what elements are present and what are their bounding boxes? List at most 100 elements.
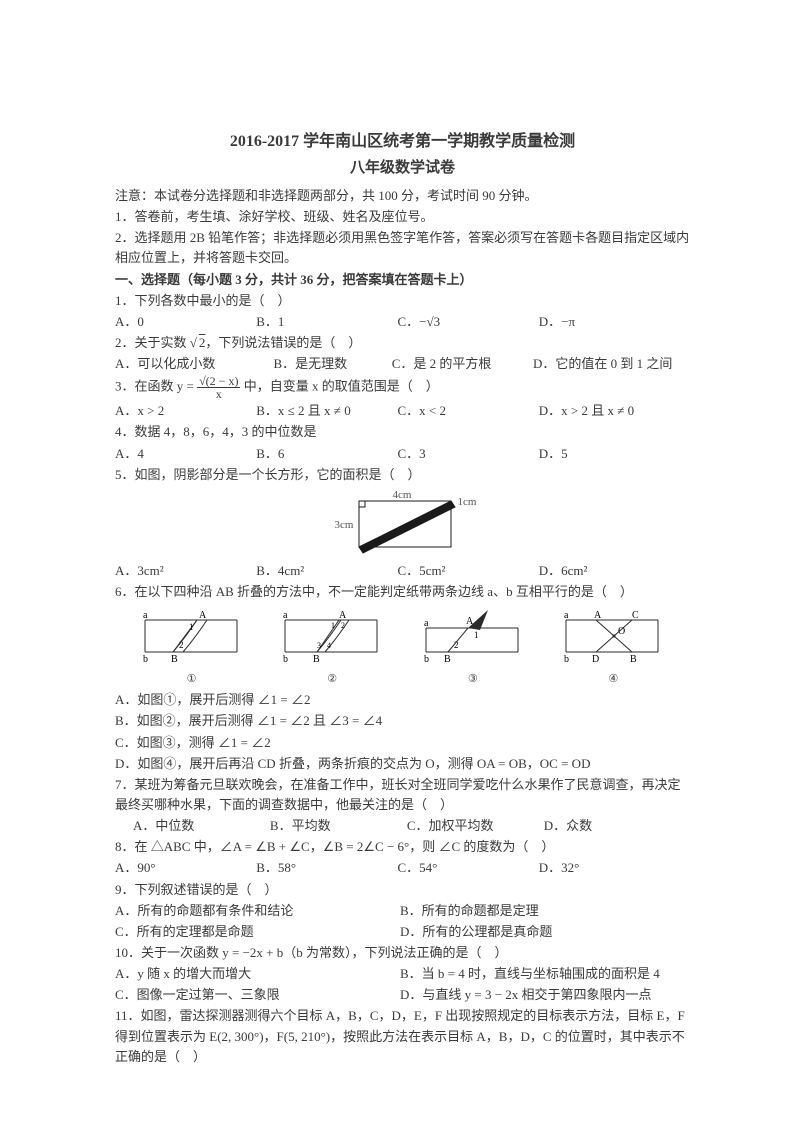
q1-stem: 1．下列各数中最小的是（ ） (115, 291, 690, 311)
note-line: 1．答卷前，考生填、涂好学校、班级、姓名及座位号。 (115, 207, 690, 227)
svg-text:a: a (564, 610, 569, 621)
q3-fraction: √(2 − x) x (197, 375, 240, 400)
q7-stem: 7．某班为筹备元旦联欢晚会，在准备工作中，班长对全班同学爱吃什么水果作了民意调查… (115, 775, 690, 815)
q3-opt-b: B．x ≤ 2 且 x ≠ 0 (256, 401, 394, 421)
q5-opt-b: B．4cm² (256, 561, 394, 581)
q3-opt-a: A．x > 2 (115, 401, 253, 421)
svg-text:B: B (171, 654, 178, 665)
svg-text:1: 1 (474, 630, 479, 640)
svg-text:A: A (339, 610, 347, 621)
svg-text:b: b (143, 654, 148, 665)
q5-figure: 4cm 1cm 3cm (323, 489, 483, 559)
q1-opt-b: B．1 (256, 312, 394, 332)
q6-fig-label-3: ③ (406, 671, 539, 688)
q2-options: A．可以化成小数 B．是无理数 C．是 2 的平方根 D．它的值在 0 到 1 … (115, 354, 690, 374)
q9-opt-b: B．所有的命题都是定理 (400, 901, 682, 921)
q4-opt-d: D．5 (539, 444, 677, 464)
q11-stem: 11．如图，雷达探测器测得六个目标 A，B，C，D，E，F 出现按照规定的目标表… (115, 1006, 690, 1066)
q6-opt-c: C．如图③，测得 ∠1 = ∠2 (115, 733, 690, 753)
exam-page: 2016-2017 学年南山区统考第一学期教学质量检测 八年级数学试卷 注意：本… (0, 0, 800, 1108)
q7-options: A．中位数 B．平均数 C．加权平均数 D．众数 (133, 816, 690, 836)
q2-stem-a: 2．关于实数 (115, 335, 190, 350)
q3-opt-c: C．x < 2 (398, 401, 536, 421)
svg-text:a: a (424, 618, 429, 629)
q10-options-row1: A．y 随 x 的增大而增大 B．当 b = 4 时，直线与坐标轴围成的面积是 … (115, 964, 690, 984)
q6-opt-b: B．如图②，展开后测得 ∠1 = ∠2 且 ∠3 = ∠4 (115, 711, 690, 731)
q6-stem: 6．在以下四种沿 AB 折叠的方法中，不一定能判定纸带两条边线 a、b 互相平行… (115, 582, 690, 602)
svg-text:1: 1 (189, 622, 194, 632)
q8-opt-d: D．32° (539, 858, 677, 878)
q5-opt-c: C．5cm² (398, 561, 536, 581)
q8-stem: 8．在 △ABC 中，∠A = ∠B + ∠C，∠B = 2∠C − 6°，则 … (115, 837, 690, 857)
q8-opt-b: B．58° (256, 858, 394, 878)
q6-fig-2: a A b B 12 34 ② (266, 608, 399, 688)
svg-text:C: C (632, 610, 639, 621)
svg-text:2: 2 (454, 640, 459, 650)
q9-opt-d: D．所有的公理都是真命题 (400, 922, 682, 942)
q10-opt-d: D．与直线 y = 3 − 2x 相交于第四象限内一点 (400, 985, 682, 1005)
q6-opt-a: A．如图①，展开后测得 ∠1 = ∠2 (115, 690, 690, 710)
q10-options-row2: C．图像一定过第一、三象限 D．与直线 y = 3 − 2x 相交于第四象限内一… (115, 985, 690, 1005)
svg-text:b: b (424, 654, 429, 665)
svg-text:D: D (592, 654, 599, 665)
q6-opt-d: D．如图④，展开后再沿 CD 折叠，两条折痕的交点为 O，测得 OA = OB，… (115, 754, 690, 774)
q9-opt-a: A．所有的命题都有条件和结论 (115, 901, 397, 921)
svg-text:A: A (466, 616, 474, 627)
svg-text:b: b (564, 654, 569, 665)
q3-options: A．x > 2 B．x ≤ 2 且 x ≠ 0 C．x < 2 D．x > 2 … (115, 401, 690, 421)
q10-opt-a: A．y 随 x 的增大而增大 (115, 964, 397, 984)
q8-opt-a: A．90° (115, 858, 253, 878)
q4-opt-c: C．3 (398, 444, 536, 464)
q3-frac-den: x (197, 388, 240, 400)
q3-stem-a: 3．在函数 y = (115, 379, 197, 394)
q2-opt-b: B．是无理数 (274, 354, 389, 374)
svg-text:2: 2 (341, 621, 345, 630)
q9-options-row1: A．所有的命题都有条件和结论 B．所有的命题都是定理 (115, 901, 690, 921)
q2-stem-b: ，下列说法错误的是（ ） (205, 335, 361, 350)
svg-text:B: B (630, 654, 637, 665)
q10-opt-b: B．当 b = 4 时，直线与坐标轴围成的面积是 4 (400, 964, 682, 984)
q6-fig-1: a A b B 1 2 ① (125, 608, 258, 688)
q5-label-right: 1cm (458, 494, 477, 511)
q10-stem: 10．关于一次函数 y = −2x + b（b 为常数），下列说法正确的是（ ） (115, 943, 690, 963)
q6-fig-4: a A C b D B O ④ (547, 608, 680, 688)
q2-opt-d: D．它的值在 0 到 1 之间 (533, 354, 688, 374)
q3-stem-b: 中，自变量 x 的取值范围是（ ） (244, 379, 439, 394)
q5-label-top: 4cm (393, 487, 412, 504)
q4-opt-b: B．6 (256, 444, 394, 464)
svg-text:B: B (444, 654, 451, 665)
q1-opt-d: D．−π (539, 312, 677, 332)
svg-text:A: A (594, 610, 602, 621)
q10-opt-c: C．图像一定过第一、三象限 (115, 985, 397, 1005)
q6-figures: a A b B 1 2 ① a A b B 12 34 (115, 608, 690, 688)
q4-options: A．4 B．6 C．3 D．5 (115, 444, 690, 464)
svg-text:2: 2 (179, 640, 184, 650)
svg-text:B: B (313, 654, 320, 665)
q1-opt-a: A．0 (115, 312, 253, 332)
q5-options: A．3cm² B．4cm² C．5cm² D．6cm² (115, 561, 690, 581)
q4-opt-a: A．4 (115, 444, 253, 464)
note-line: 2．选择题用 2B 铅笔作答；非选择题必须用黑色签字笔作答，答案必须写在答题卡各… (115, 228, 690, 268)
q5-stem: 5．如图，阴影部分是一个长方形，它的面积是（ ） (115, 465, 690, 485)
svg-text:4: 4 (327, 641, 331, 650)
page-subtitle: 八年级数学试卷 (115, 157, 690, 180)
svg-text:1: 1 (331, 621, 335, 630)
note-line: 注意：本试卷分选择题和非选择题两部分，共 100 分，考试时间 90 分钟。 (115, 186, 690, 206)
q1-options: A．0 B．1 C．−√3 D．−π (115, 312, 690, 332)
q7-opt-c: C．加权平均数 (407, 816, 541, 836)
svg-text:a: a (283, 610, 288, 621)
q9-options-row2: C．所有的定理都是命题 D．所有的公理都是真命题 (115, 922, 690, 942)
q6-fig-label-2: ② (266, 671, 399, 688)
q3-stem: 3．在函数 y = √(2 − x) x 中，自变量 x 的取值范围是（ ） (115, 375, 690, 400)
q7-opt-d: D．众数 (544, 816, 678, 836)
q3-opt-d: D．x > 2 且 x ≠ 0 (539, 401, 677, 421)
q5-label-left: 3cm (335, 517, 354, 534)
section-heading: 一、选择题（每小题 3 分，共计 36 分，把答案填在答题卡上） (115, 270, 690, 290)
svg-text:b: b (283, 654, 288, 665)
q2-opt-a: A．可以化成小数 (115, 354, 270, 374)
q6-fig-3: a b A B 1 2 ③ (406, 608, 539, 688)
svg-text:O: O (618, 626, 625, 637)
svg-text:a: a (143, 610, 148, 621)
q9-stem: 9．下列叙述错误的是（ ） (115, 880, 690, 900)
q1-opt-c: C．−√3 (398, 312, 536, 332)
